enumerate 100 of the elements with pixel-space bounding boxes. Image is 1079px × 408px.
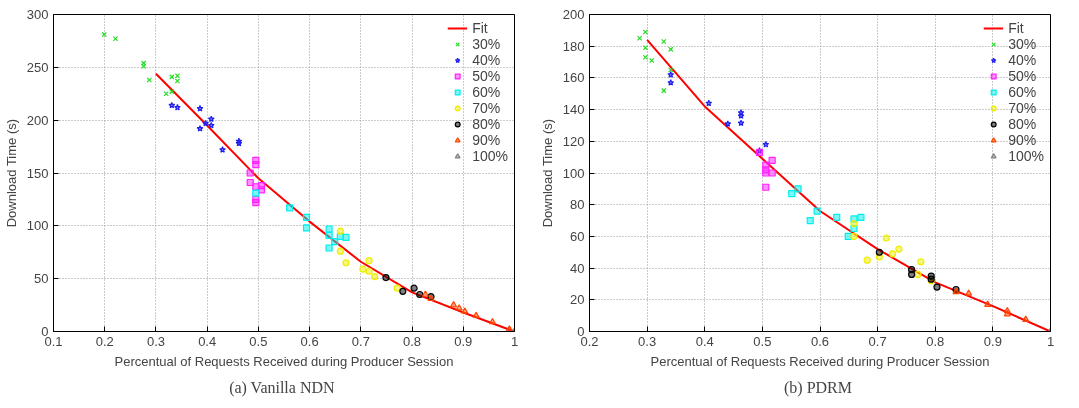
point [642, 45, 649, 51]
point [455, 304, 463, 311]
point [382, 274, 390, 282]
point [202, 119, 210, 127]
y-tick-label: 200 [26, 112, 49, 128]
point [168, 101, 176, 109]
point [908, 270, 916, 279]
x-tick-label: 0.6 [810, 333, 830, 349]
y-tick-label: 150 [26, 165, 49, 181]
x-tick-label: 0.6 [300, 333, 319, 349]
point [914, 270, 922, 279]
x-tick-label: 0.7 [351, 333, 370, 349]
point [302, 224, 311, 232]
point [667, 71, 675, 78]
point [325, 231, 333, 239]
point [196, 125, 204, 132]
point [857, 213, 865, 221]
text: (a) Vanilla NDN [229, 378, 336, 397]
legend-label: 100% [1008, 148, 1044, 164]
point [965, 289, 973, 296]
y-tick-label: 60 [570, 228, 585, 244]
point [246, 169, 254, 177]
legend-label: 60% [472, 84, 501, 100]
point [252, 198, 260, 207]
legend-label: 40% [472, 52, 501, 68]
point [207, 121, 215, 129]
point [101, 31, 107, 38]
point [895, 245, 903, 253]
point [863, 256, 871, 264]
y-tick-label: 160 [562, 70, 585, 86]
y-tick-label: 140 [562, 102, 585, 118]
line-series [646, 38, 1051, 332]
point [257, 186, 266, 194]
point [488, 317, 497, 325]
x-tick-label: 1 [510, 333, 519, 349]
point [359, 265, 367, 273]
y-axis-title: Download Time (s) [539, 118, 555, 228]
point [146, 77, 153, 83]
legend-label: 80% [472, 116, 501, 132]
point [661, 87, 667, 94]
x-tick-label: 0.8 [926, 333, 945, 349]
point [331, 238, 339, 246]
y-tick-label: 80 [570, 197, 585, 213]
point [762, 140, 770, 148]
point [661, 38, 667, 45]
y-tick-label: 20 [570, 292, 585, 308]
point [112, 36, 119, 42]
x-tick-label: 0.9 [454, 333, 473, 349]
y-tick-label: 120 [562, 133, 585, 149]
point [416, 290, 424, 299]
point [768, 169, 776, 177]
point [286, 204, 294, 212]
point [1022, 315, 1030, 322]
point [813, 207, 821, 215]
point [933, 283, 941, 291]
point [410, 284, 418, 292]
legend-label: 90% [1008, 132, 1037, 148]
point [705, 99, 713, 107]
point [472, 311, 480, 318]
legend-label: 50% [472, 68, 501, 84]
point [724, 120, 732, 127]
y-tick-label: 50 [34, 271, 49, 287]
point [636, 35, 643, 41]
point [806, 216, 814, 225]
point [365, 267, 373, 275]
point [252, 160, 260, 169]
x-tick-label: 1 [1046, 333, 1055, 349]
point [252, 189, 260, 197]
x-tick-label: 0.7 [868, 333, 887, 349]
x-tick-label: 0.9 [983, 333, 1002, 349]
x-tick-label: 0.2 [95, 333, 114, 349]
point [917, 258, 925, 266]
x-tick-label: 0.4 [198, 333, 217, 349]
x-tick-label: 0.5 [249, 333, 268, 349]
point [196, 104, 204, 112]
y-tick-label: 300 [26, 7, 49, 22]
y-axis-title: Download Time (s) [3, 118, 19, 228]
point [788, 190, 796, 198]
point [794, 185, 802, 193]
point [399, 287, 407, 295]
point [325, 225, 333, 233]
legend-label: 100% [472, 148, 508, 164]
point [393, 284, 401, 292]
point [365, 257, 373, 265]
y-tick-label: 250 [26, 59, 49, 75]
point [737, 119, 745, 127]
point [667, 79, 675, 86]
legend-label: 70% [472, 100, 501, 116]
x-tick-label: 0.4 [695, 333, 714, 349]
point [882, 234, 890, 242]
point [207, 115, 215, 123]
point [342, 259, 350, 267]
x-tick-label: 0.8 [403, 333, 422, 349]
y-tick-label: 180 [562, 38, 585, 54]
point [371, 272, 379, 281]
legend-label: 50% [1008, 68, 1037, 84]
y-tick-label: 40 [570, 260, 585, 276]
legend-label: 90% [472, 132, 501, 148]
point [421, 290, 429, 297]
y-tick-label: 100 [562, 165, 585, 181]
